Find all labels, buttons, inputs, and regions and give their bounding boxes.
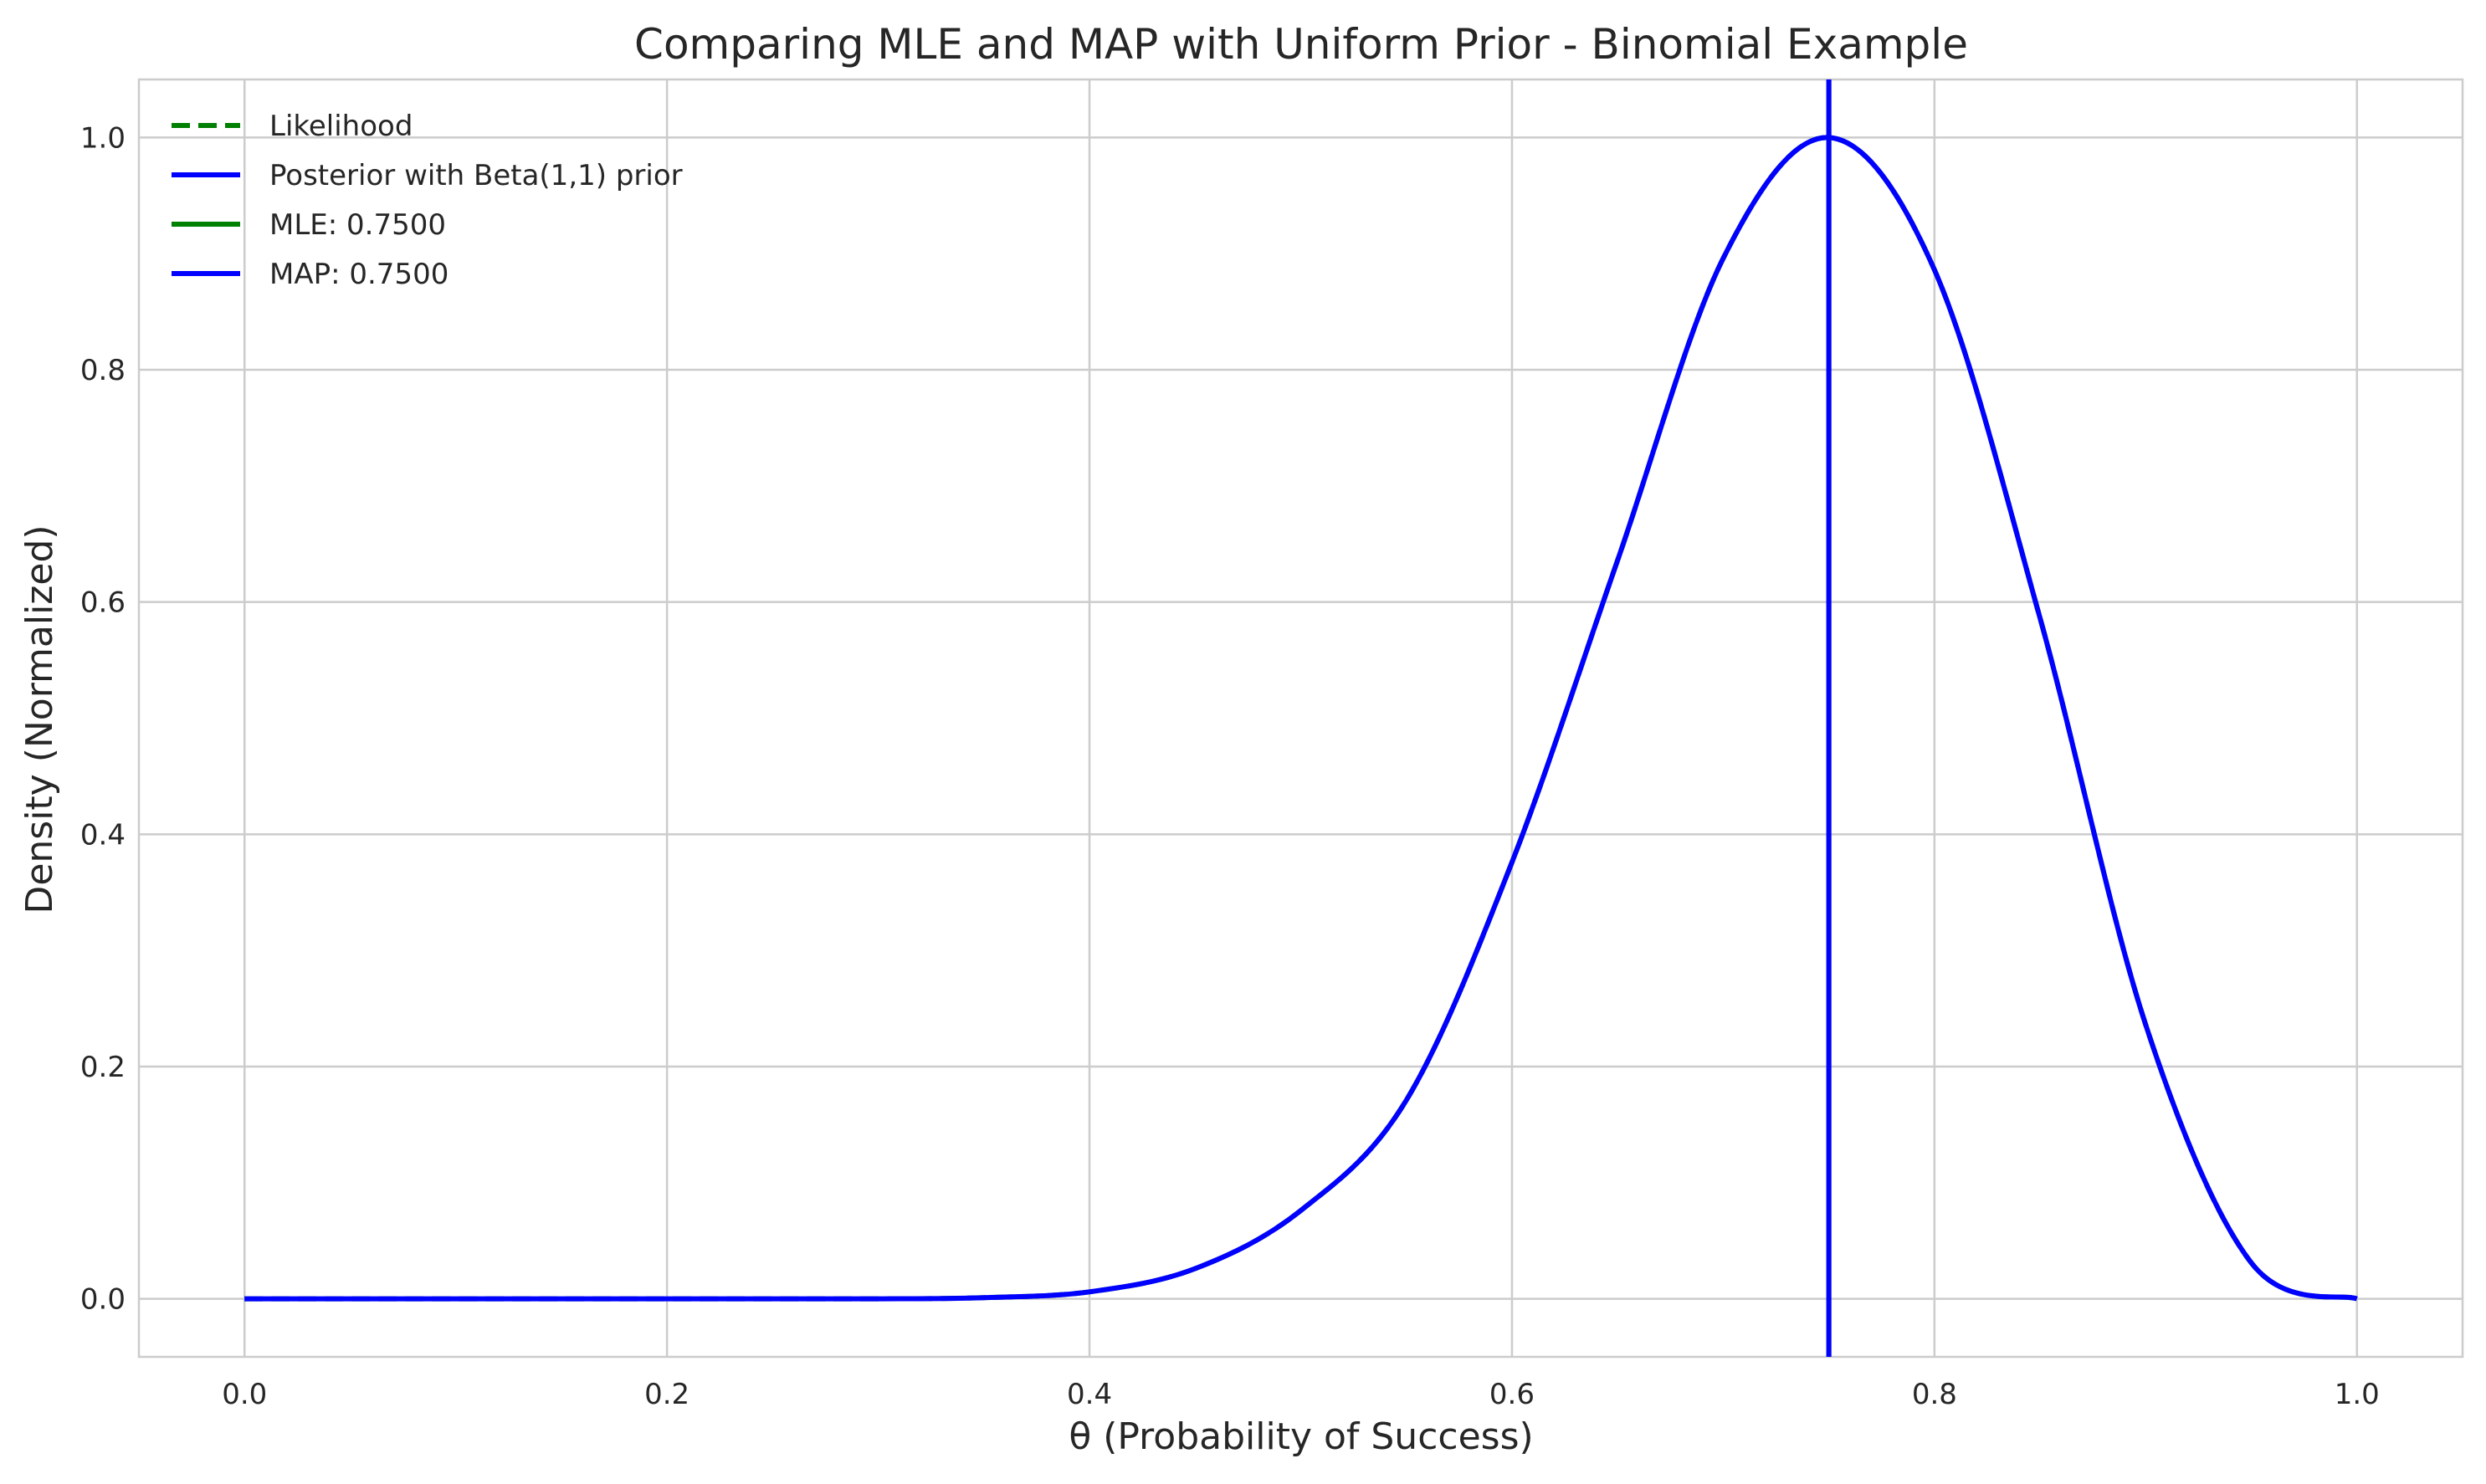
legend-label: MLE: 0.7500	[269, 208, 446, 242]
y-tick-label: 0.6	[80, 586, 126, 620]
y-tick-label: 0.4	[80, 818, 126, 852]
series-layer	[244, 135, 2358, 1302]
x-tick-label: 0.8	[1912, 1378, 1957, 1411]
axes-frame	[137, 78, 2464, 1359]
y-tick-label: 0.0	[80, 1283, 126, 1317]
y-axis-label: Density (Normalized)	[18, 525, 61, 913]
grid-layer	[139, 79, 2463, 1357]
plot-frame	[137, 78, 2464, 1359]
x-axis-label: θ (Probability of Success)	[1069, 1415, 1533, 1458]
series-line-likelihood	[244, 135, 2358, 1302]
legend-label: Likelihood	[269, 110, 413, 143]
x-tick-label: 0.0	[222, 1378, 267, 1411]
series-line-posterior	[244, 135, 2358, 1302]
legend-label: Posterior with Beta(1,1) prior	[269, 159, 683, 192]
x-tick-label: 0.4	[1067, 1378, 1112, 1411]
y-axis-ticks: 0.0 0.2 0.4 0.6 0.8 1.0	[80, 121, 126, 1316]
y-tick-label: 0.8	[80, 354, 126, 387]
x-axis-ticks: 0.0 0.2 0.4 0.6 0.8 1.0	[222, 1378, 2380, 1411]
x-tick-label: 1.0	[2335, 1378, 2380, 1411]
legend-label: MAP: 0.7500	[269, 258, 449, 291]
x-tick-label: 0.2	[644, 1378, 689, 1411]
chart-title: Comparing MLE and MAP with Uniform Prior…	[634, 20, 1968, 69]
y-tick-label: 1.0	[80, 121, 126, 155]
legend: Likelihood Posterior with Beta(1,1) prior…	[172, 110, 683, 291]
x-tick-label: 0.6	[1489, 1378, 1535, 1411]
y-tick-label: 0.2	[80, 1051, 126, 1084]
